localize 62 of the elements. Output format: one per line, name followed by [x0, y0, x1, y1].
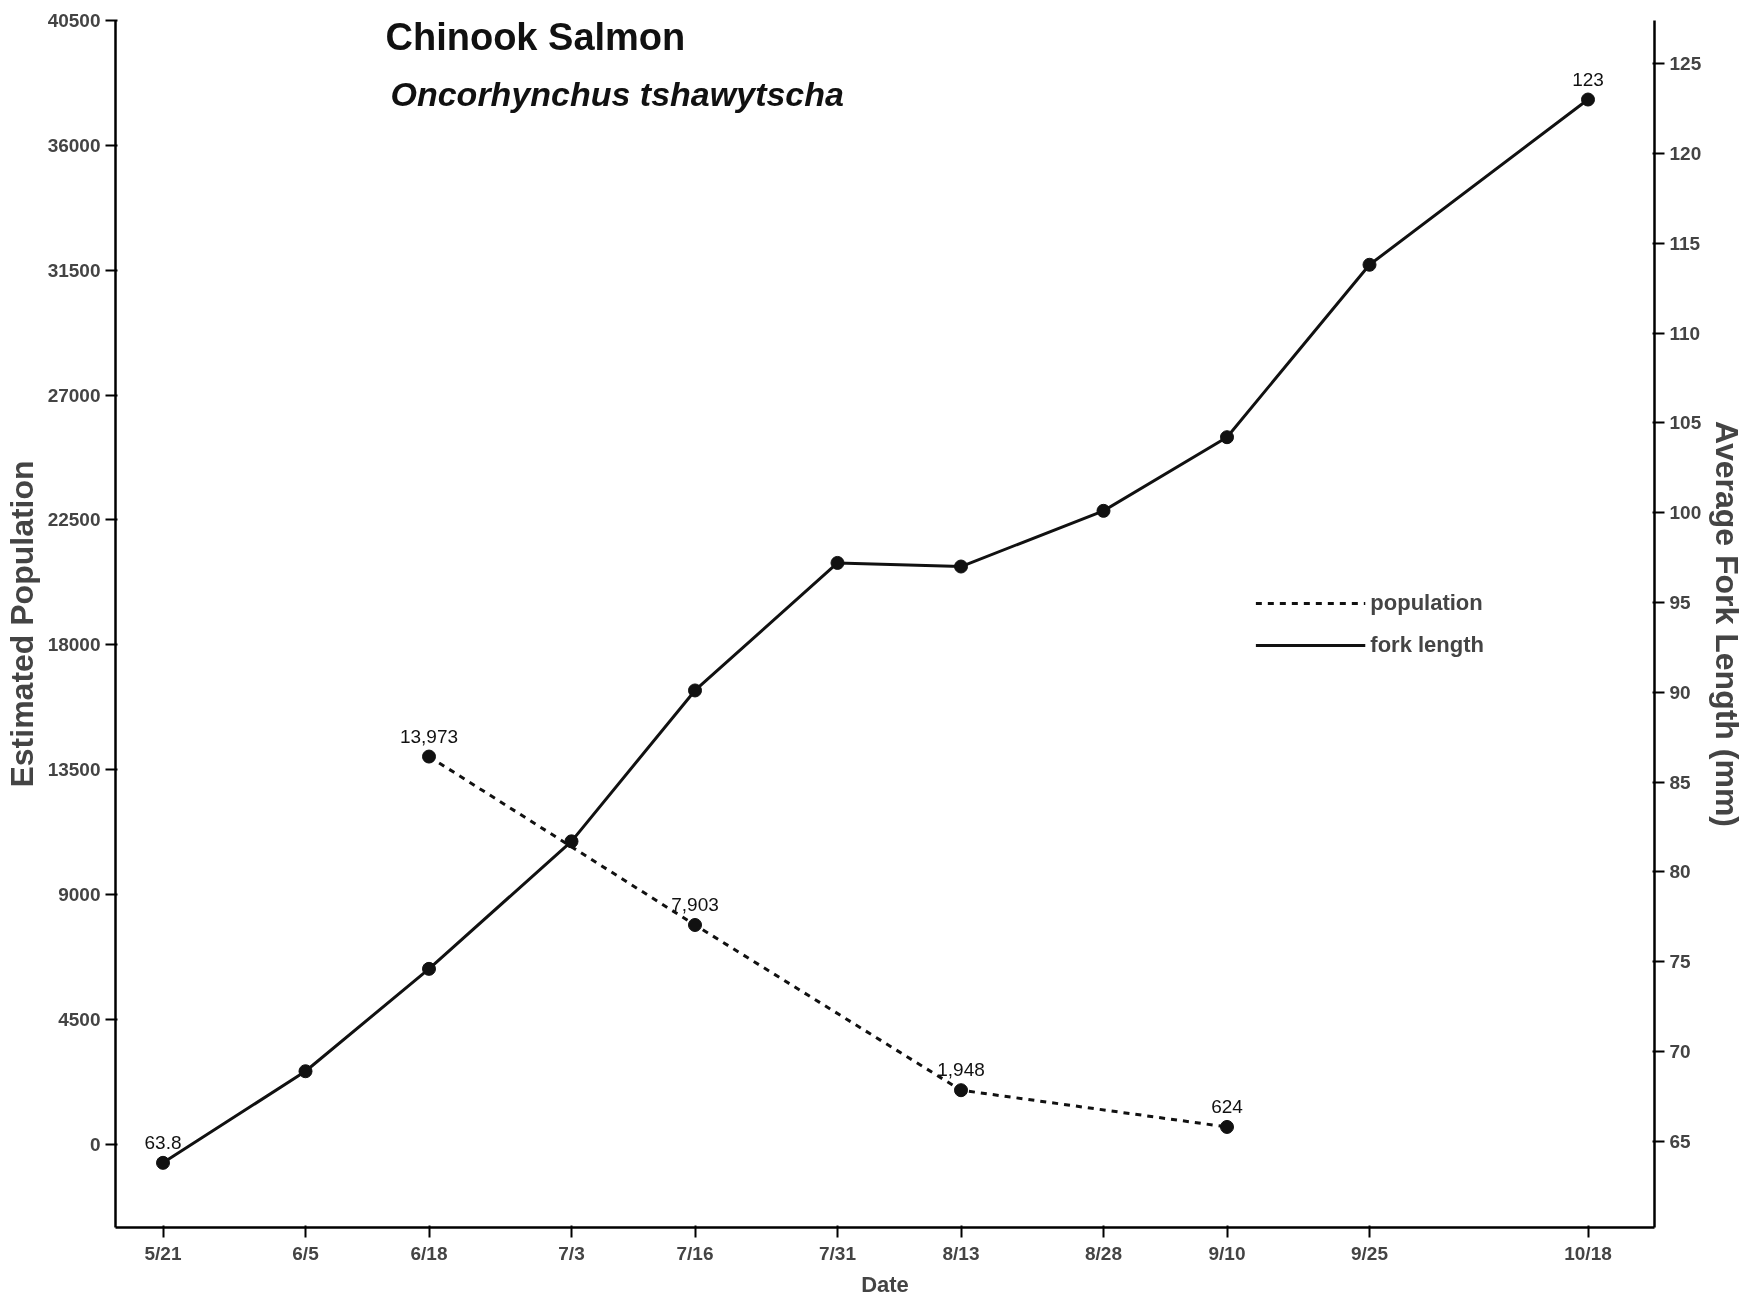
y-tick-label: 27000 — [47, 384, 101, 406]
data-label: 13,973 — [399, 725, 459, 747]
data-label: 624 — [1211, 1095, 1244, 1117]
y2-tick-label: 115 — [1669, 232, 1701, 254]
point — [564, 834, 579, 849]
y2-tick-label: 105 — [1669, 412, 1702, 434]
y2-tick-label: 120 — [1669, 142, 1702, 164]
x-axis-title: Date — [861, 1271, 909, 1297]
x-tick-label: 9/25 — [1351, 1242, 1389, 1264]
data-label: 1,948 — [937, 1059, 985, 1081]
y2-axis-title: Average Fork Length (mm) — [1709, 421, 1746, 827]
point — [688, 917, 702, 932]
x-tick-label: 8/28 — [1085, 1242, 1122, 1264]
point — [954, 559, 968, 574]
point — [298, 1064, 313, 1079]
y2-tick-label: 65 — [1669, 1130, 1692, 1152]
y2-tick-label: 75 — [1669, 951, 1692, 973]
x-tick-label: 7/31 — [819, 1242, 857, 1264]
point — [1096, 503, 1111, 518]
y2-tick-label: 90 — [1669, 681, 1691, 703]
point — [422, 749, 436, 764]
y-tick-label: 36000 — [47, 134, 101, 156]
y2-tick-label: 80 — [1669, 861, 1691, 883]
x-tick-label: 6/18 — [410, 1242, 448, 1264]
y2-tick-label: 100 — [1669, 502, 1702, 524]
y2-tick-label: 110 — [1669, 322, 1701, 344]
text: Oncorhynchus tshawytscha — [390, 74, 844, 113]
y-tick-label: 31500 — [47, 259, 101, 281]
x-tick-label: 7/16 — [676, 1242, 714, 1264]
point — [830, 555, 845, 570]
y2-tick-label: 70 — [1669, 1040, 1691, 1062]
x-tick-label: 10/18 — [1564, 1242, 1612, 1264]
point — [1581, 92, 1595, 107]
point — [1362, 257, 1377, 272]
y2-tick-label: 85 — [1669, 771, 1692, 793]
point — [422, 961, 436, 976]
y-axis-title: Estimated Population — [3, 460, 40, 788]
point — [954, 1083, 968, 1098]
data-label: 63.8 — [144, 1131, 182, 1153]
point — [1220, 430, 1234, 445]
x-tick-label: 5/21 — [144, 1242, 182, 1264]
y-tick-label: 4500 — [58, 1008, 101, 1030]
y-tick-label: 9000 — [58, 884, 101, 906]
y-tick-label: 22500 — [47, 509, 101, 531]
x-tick-label: 7/3 — [558, 1242, 585, 1264]
point — [156, 1155, 170, 1170]
y-tick-label: 18000 — [47, 634, 101, 656]
data-label: 7,903 — [671, 893, 719, 915]
y-tick-label: 13500 — [47, 759, 101, 781]
chart-title: Chinook Salmon — [385, 15, 686, 58]
x-tick-label: 9/10 — [1208, 1242, 1246, 1264]
y-tick-label: 0 — [89, 1133, 101, 1155]
legend-label: population — [1370, 589, 1483, 616]
x-tick-label: 8/13 — [942, 1242, 980, 1264]
point — [688, 683, 702, 698]
y2-tick-label: 95 — [1669, 591, 1692, 613]
y2-tick-label: 125 — [1669, 53, 1702, 75]
point — [1220, 1119, 1234, 1134]
data-label: 123 — [1572, 68, 1604, 90]
legend-label: fork length — [1370, 631, 1484, 658]
x-tick-label: 6/5 — [292, 1242, 320, 1264]
y-tick-label: 40500 — [47, 10, 101, 31]
